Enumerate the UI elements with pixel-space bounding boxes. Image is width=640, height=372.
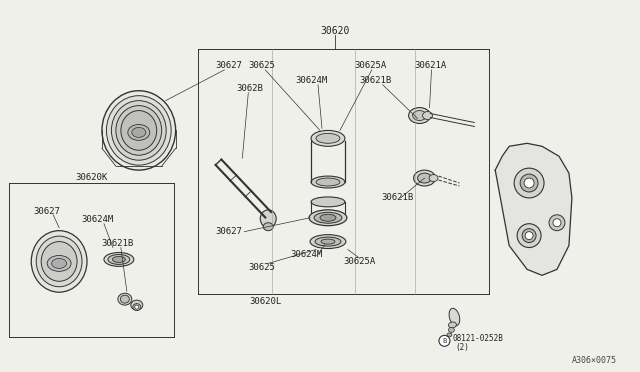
Text: 30625: 30625 xyxy=(248,61,275,70)
Circle shape xyxy=(553,219,561,227)
Ellipse shape xyxy=(128,125,150,140)
Circle shape xyxy=(514,168,544,198)
Circle shape xyxy=(520,174,538,192)
Text: 30624M: 30624M xyxy=(81,215,113,224)
Text: 30625: 30625 xyxy=(248,263,275,272)
Ellipse shape xyxy=(131,300,143,310)
Text: 30621B: 30621B xyxy=(101,239,133,248)
Text: 30621B: 30621B xyxy=(360,76,392,85)
Ellipse shape xyxy=(309,210,347,226)
Ellipse shape xyxy=(41,241,77,281)
Text: 30625A: 30625A xyxy=(343,257,375,266)
Text: 30627: 30627 xyxy=(216,227,243,236)
Ellipse shape xyxy=(31,231,87,292)
Ellipse shape xyxy=(321,239,335,244)
Text: 30620L: 30620L xyxy=(249,296,282,306)
Ellipse shape xyxy=(316,134,340,143)
Ellipse shape xyxy=(413,110,426,121)
Circle shape xyxy=(522,229,536,243)
Ellipse shape xyxy=(310,235,346,248)
Ellipse shape xyxy=(311,197,345,207)
Ellipse shape xyxy=(133,304,141,311)
Ellipse shape xyxy=(118,293,132,305)
Ellipse shape xyxy=(320,214,336,221)
Ellipse shape xyxy=(449,308,460,326)
Ellipse shape xyxy=(102,91,175,170)
Ellipse shape xyxy=(413,170,435,186)
Ellipse shape xyxy=(52,259,67,268)
Ellipse shape xyxy=(311,176,345,188)
Ellipse shape xyxy=(417,173,431,183)
Circle shape xyxy=(524,178,534,188)
Text: 30627: 30627 xyxy=(216,61,243,70)
Ellipse shape xyxy=(314,212,342,223)
Ellipse shape xyxy=(108,254,130,264)
Ellipse shape xyxy=(449,327,454,333)
Circle shape xyxy=(525,232,533,240)
Ellipse shape xyxy=(113,256,125,262)
Text: 3062B: 3062B xyxy=(236,84,263,93)
Ellipse shape xyxy=(316,178,340,186)
Ellipse shape xyxy=(111,101,166,160)
Text: 30627: 30627 xyxy=(33,207,60,216)
Ellipse shape xyxy=(447,333,452,337)
Ellipse shape xyxy=(132,128,146,137)
Ellipse shape xyxy=(106,96,171,165)
Text: (2): (2) xyxy=(456,343,469,352)
Text: 08121-0252B: 08121-0252B xyxy=(452,334,503,343)
Ellipse shape xyxy=(47,256,71,271)
Ellipse shape xyxy=(315,237,341,246)
Ellipse shape xyxy=(104,253,134,266)
Text: 30624M: 30624M xyxy=(290,250,323,259)
Ellipse shape xyxy=(121,110,157,150)
Circle shape xyxy=(517,224,541,247)
Text: 30624M: 30624M xyxy=(295,76,327,85)
Text: 30621B: 30621B xyxy=(381,193,414,202)
Text: A306×0075: A306×0075 xyxy=(572,356,617,365)
Ellipse shape xyxy=(120,295,129,303)
Ellipse shape xyxy=(429,174,438,182)
Ellipse shape xyxy=(263,223,273,231)
Ellipse shape xyxy=(408,108,431,124)
Ellipse shape xyxy=(449,322,456,328)
Text: 30621A: 30621A xyxy=(415,61,447,70)
Polygon shape xyxy=(495,143,572,275)
Ellipse shape xyxy=(116,106,162,155)
Ellipse shape xyxy=(135,305,139,309)
Ellipse shape xyxy=(36,236,82,287)
Text: 30625A: 30625A xyxy=(355,61,387,70)
Text: 30620: 30620 xyxy=(320,26,349,36)
Ellipse shape xyxy=(422,112,433,119)
Circle shape xyxy=(549,215,565,231)
Ellipse shape xyxy=(260,210,276,228)
Text: B: B xyxy=(442,338,447,344)
Text: 30620K: 30620K xyxy=(75,173,107,182)
Ellipse shape xyxy=(311,131,345,146)
Circle shape xyxy=(439,336,450,346)
